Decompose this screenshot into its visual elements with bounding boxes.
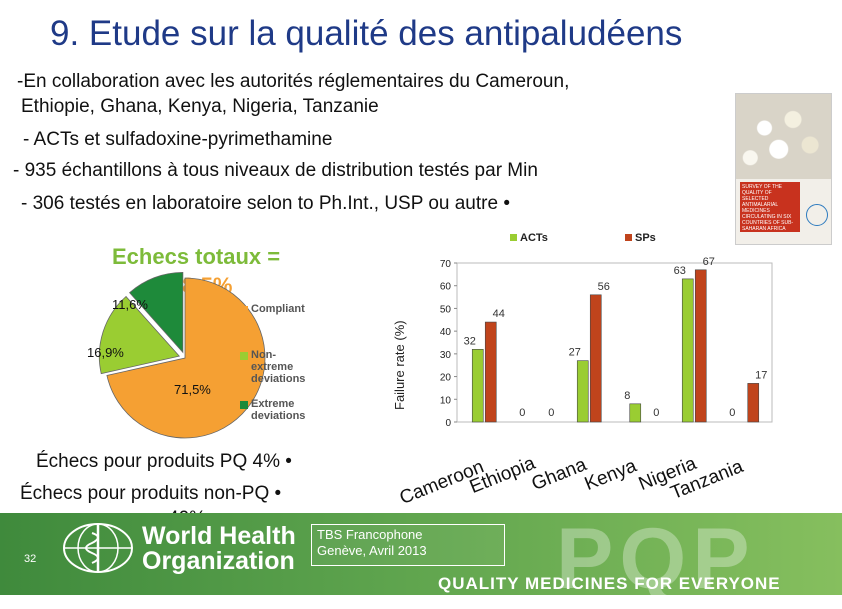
who-line1: World Health <box>142 522 296 550</box>
bullet-1: -En collaboration avec les autorités rég… <box>17 71 570 92</box>
country-label-kenya: Kenya <box>581 455 640 496</box>
bullet-4: - 935 échantillons à tous niveaux de dis… <box>13 160 538 181</box>
pie-title-line1: Echecs totaux = <box>112 244 281 269</box>
y-tick-label: 40 <box>440 327 452 338</box>
y-tick-label: 0 <box>445 418 451 429</box>
bar-sps-cameroon <box>484 321 497 423</box>
pie-label-nonextreme: 16,9% <box>87 345 124 360</box>
legend-compliant: Compliant <box>251 303 305 315</box>
pie-slice-nonextreme <box>98 295 181 375</box>
bar-data-label: 0 <box>548 407 554 419</box>
who-logo-icon <box>806 204 828 226</box>
y-tick-label: 70 <box>440 259 452 270</box>
pie-slice-extreme <box>129 271 184 354</box>
bar-acts-kenya <box>629 403 642 423</box>
bullet-5: - 306 testés en laboratoire selon to Ph.… <box>21 193 510 214</box>
bullet-3: - ACTs et sulfadoxine-pyrimethamine <box>23 129 333 150</box>
y-tick-label: 50 <box>440 304 452 315</box>
plot-area <box>456 262 773 423</box>
bar-legend-label-1: SPs <box>635 232 656 244</box>
pie-label-compliant: 71,5% <box>174 382 211 397</box>
bar-data-label: 0 <box>519 407 525 419</box>
tagline: QUALITY MEDICINES FOR EVERYONE <box>438 574 781 593</box>
legend-nonextreme-l3: deviations <box>251 373 306 385</box>
report-cover-title: SURVEY OF THE QUALITY OF SELECTED ANTIMA… <box>740 182 800 232</box>
legend-nonextreme: Non- extreme deviations <box>251 349 305 385</box>
slide-number: 32 <box>24 553 37 565</box>
pqp-watermark: PQP <box>556 511 756 607</box>
report-cover-image: SURVEY OF THE QUALITY OF SELECTED ANTIMA… <box>735 93 832 245</box>
legend-swatch-2 <box>240 401 248 409</box>
legend-nonextreme-l2: extreme <box>251 361 294 373</box>
event-box: TBS Francophone Genève, Avril 2013 <box>311 524 505 566</box>
footer-bar <box>0 513 842 595</box>
bar-data-label: 0 <box>653 407 659 419</box>
bar-data-label: 27 <box>569 347 581 359</box>
bar-data-label: 63 <box>674 265 686 277</box>
bar-data-label: 0 <box>729 407 735 419</box>
bar-data-label: 67 <box>703 256 715 268</box>
who-name: World Health Organization <box>142 524 296 574</box>
bar-sps-tanzania <box>747 383 760 423</box>
legend-extreme: Extreme deviations <box>251 398 305 422</box>
pills-photo <box>736 94 831 179</box>
pie-chart <box>98 271 266 439</box>
bar-legend-swatch-0 <box>510 234 517 241</box>
bar-data-label: 8 <box>624 390 630 402</box>
y-tick-label: 60 <box>440 282 452 293</box>
bar-data-label: 17 <box>755 369 767 381</box>
failures-nonpq: Échecs pour produits non-PQ • <box>20 483 282 504</box>
y-tick-label: 20 <box>440 373 452 384</box>
failures-pq: Échecs pour produits PQ 4% • <box>36 451 292 472</box>
bar-ylabel: Failure rate (%) <box>392 320 407 410</box>
legend-swatch-0 <box>240 306 248 314</box>
bar-sps-ghana <box>589 294 602 423</box>
legend-extreme-l2: deviations <box>251 410 306 422</box>
legend-extreme-l1: Extreme <box>251 398 295 410</box>
bar-legend-swatch-1 <box>625 234 632 241</box>
event-line2: Genève, Avril 2013 <box>317 543 427 558</box>
bar-data-label: 56 <box>598 281 610 293</box>
bar-acts-cameroon <box>471 349 484 423</box>
bar-data-label: 44 <box>493 308 505 320</box>
bar-acts-nigeria <box>681 278 694 423</box>
pie-title: Echecs totaux = <box>112 244 280 270</box>
bar-acts-ghana <box>576 360 589 423</box>
pie-label-extreme: 11,6% <box>112 297 148 312</box>
bar-sps-nigeria <box>694 269 707 423</box>
slide-title: 9. Etude sur la qualité des antipaludéen… <box>50 14 683 53</box>
bar-chart: ACTs SPs 0 10 20 30 40 50 60 70 32 44 0 0 27 56 8 0 63 67… <box>440 232 773 429</box>
event-line1: TBS Francophone <box>317 527 423 542</box>
who-line2: Organization <box>142 547 295 575</box>
y-tick-label: 30 <box>440 350 452 361</box>
bullet-2: Ethiopie, Ghana, Kenya, Nigeria, Tanzani… <box>21 96 379 117</box>
y-tick-label: 10 <box>440 395 452 406</box>
bar-legend-label-0: ACTs <box>520 232 548 244</box>
who-emblem-icon <box>63 523 133 573</box>
legend-nonextreme-l1: Non- <box>251 349 277 361</box>
legend-swatch-1 <box>240 352 248 360</box>
bar-data-label: 32 <box>464 335 476 347</box>
